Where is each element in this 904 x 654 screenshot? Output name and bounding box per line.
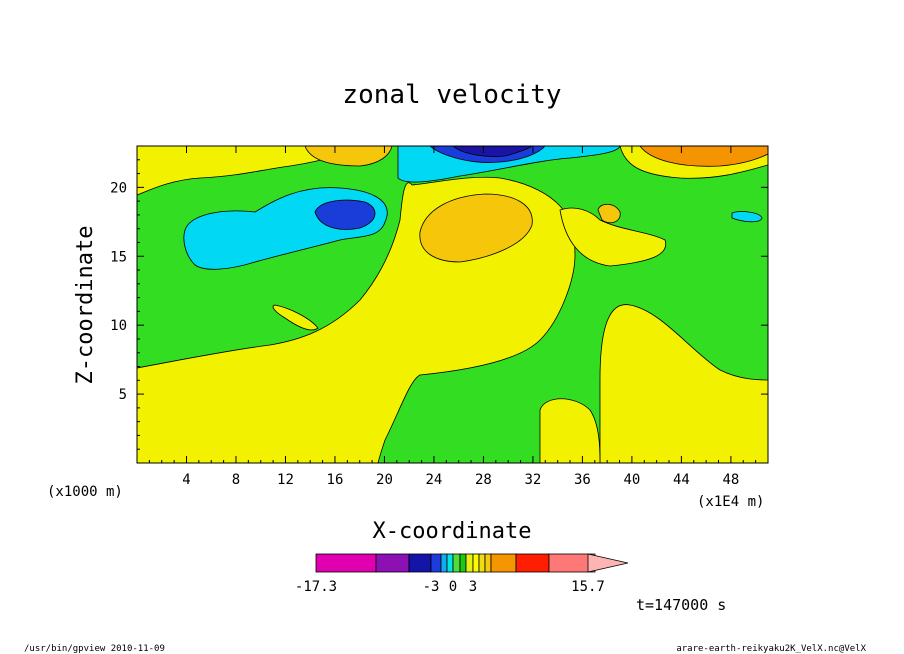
colorbar-label: -3 <box>423 579 440 595</box>
colorbar-label: -17.3 <box>295 579 337 595</box>
colorbar-segment <box>465 553 474 573</box>
x-tick-label: 28 <box>475 472 492 488</box>
colorbar-label: 0 <box>449 579 457 595</box>
region-neg2 <box>314 199 376 230</box>
x-tick-label: 36 <box>574 472 591 488</box>
y-axis-label: Z-coordinate <box>73 226 98 385</box>
region-neg1-spot <box>731 211 763 223</box>
plot-frame <box>136 145 769 464</box>
time-label: t=147000 s <box>636 596 726 614</box>
x-tick-label: 32 <box>524 472 541 488</box>
x-unit-left: (x1000 m) <box>47 484 123 500</box>
colorbar-segment <box>459 553 467 573</box>
colorbar-segment <box>452 553 461 573</box>
x-tick-label: 24 <box>426 472 443 488</box>
x-tick-label: 40 <box>623 472 640 488</box>
x-axis: 4 8 12 16 20 24 28 32 36 40 44 48 <box>148 146 757 488</box>
region-pos2 <box>419 193 533 263</box>
region-pos2-spot <box>597 203 621 224</box>
colorbar-segment <box>315 553 377 573</box>
x-unit-right: (x1E4 m) <box>697 494 764 510</box>
x-tick-label: 48 <box>722 472 739 488</box>
chart-title: zonal velocity <box>342 80 561 110</box>
colorbar-extend-triangle <box>587 553 629 573</box>
colorbar-segment <box>490 553 517 573</box>
region-pos1-bottom <box>539 398 601 463</box>
colorbar-segment <box>408 553 432 573</box>
region-pos1-lowerright <box>599 304 768 463</box>
x-tick-label: 4 <box>182 472 190 488</box>
footer-right: arare-earth-reikyaku2K_VelX.nc@VelX <box>676 644 866 654</box>
region-pos2-top <box>304 146 393 167</box>
colorbar-segment <box>446 553 454 573</box>
contour-field <box>137 146 768 463</box>
colorbar-label: 15.7 <box>571 579 605 595</box>
x-axis-label: X-coordinate <box>373 519 532 544</box>
colorbar-label: 3 <box>469 579 477 595</box>
x-tick-label: 20 <box>376 472 393 488</box>
y-tick-label: 15 <box>110 249 127 265</box>
region-pos1-right <box>559 207 667 267</box>
x-tick-label: 12 <box>277 472 294 488</box>
region-pos1-tongue <box>272 304 319 331</box>
colorbar-labels: -17.3 -3 0 3 15.7 <box>295 579 605 595</box>
x-tick-label: 16 <box>327 472 344 488</box>
colorbar-segment <box>430 553 442 573</box>
colorbar-segment <box>375 553 410 573</box>
x-tick-label: 44 <box>673 472 690 488</box>
y-tick-label: 20 <box>110 180 127 196</box>
region-pos3 <box>639 146 768 167</box>
colorbar-segment <box>515 553 550 573</box>
y-tick-label: 10 <box>110 318 127 334</box>
colorbar-segment <box>472 553 480 573</box>
region-neg3 <box>452 146 533 157</box>
colorbar-segment <box>478 553 486 573</box>
y-axis: 5 10 15 20 <box>110 159 768 450</box>
x-tick-label: 8 <box>232 472 240 488</box>
colorbar-segment <box>484 553 492 573</box>
colorbar <box>315 553 629 573</box>
footer-left: /usr/bin/gpview 2010-11-09 <box>24 644 165 654</box>
colorbar-segment <box>440 553 448 573</box>
y-tick-label: 5 <box>119 387 127 403</box>
